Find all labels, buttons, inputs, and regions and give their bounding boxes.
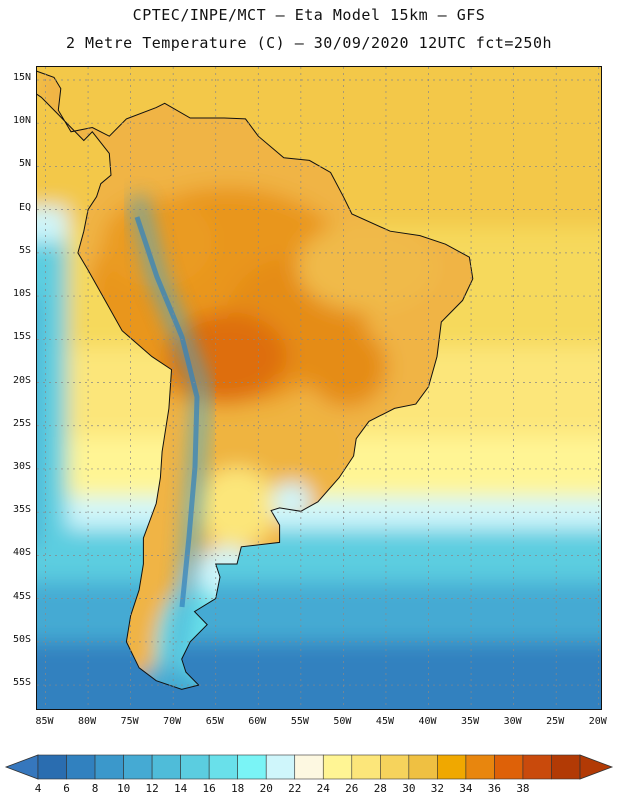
colorbar-under-arrow: [4, 754, 39, 780]
colorbar-tick-label: 18: [231, 782, 245, 795]
latitude-label: 5S: [18, 244, 31, 256]
colorbar-swatch: [151, 754, 181, 780]
latitude-label: 15N: [12, 71, 31, 83]
longitude-label: 85W: [35, 716, 54, 727]
longitude-label: 20W: [588, 716, 607, 727]
colorbar-tick-label: 16: [202, 782, 216, 795]
longitude-label: 60W: [248, 716, 267, 727]
colorbar-tick-label: 38: [516, 782, 530, 795]
colorbar-tick-label: 4: [34, 782, 42, 795]
south-america-coastline: [37, 70, 474, 690]
temperature-map: [37, 67, 601, 709]
pacific-cool-tongue: [37, 242, 67, 532]
colorbar-swatch: [351, 754, 381, 780]
latitude-label: 15S: [12, 331, 31, 343]
colorbar-tick-label: 20: [259, 782, 273, 795]
temperature-colorbar: [4, 754, 614, 780]
longitude-label: 40W: [418, 716, 437, 727]
latitude-label: 10S: [12, 288, 31, 300]
longitude-label: 35W: [461, 716, 480, 727]
colorbar-swatch: [180, 754, 210, 780]
ocean-band-polar: [37, 642, 601, 709]
colorbar-tick-label: 14: [174, 782, 188, 795]
map-panel: [36, 66, 602, 710]
colorbar-swatch: [465, 754, 495, 780]
map-title-line-1: CPTEC/INPE/MCT – Eta Model 15km – GFS: [132, 6, 486, 24]
colorbar-swatch: [494, 754, 524, 780]
latitude-label: 30S: [12, 460, 31, 472]
colorbar-tick-label: 36: [487, 782, 502, 795]
colorbar-tick-label: 26: [345, 782, 359, 795]
longitude-label: 50W: [333, 716, 352, 727]
colorbar-tick-label: 10: [116, 782, 131, 795]
map-title-line-2: 2 Metre Temperature (C) – 30/09/2020 12U…: [65, 34, 553, 52]
colorbar-swatch: [322, 754, 353, 780]
latitude-label: 5N: [18, 158, 31, 170]
colorbar-swatch: [208, 754, 238, 780]
longitude-label: 70W: [163, 716, 182, 727]
colorbar-swatch: [37, 754, 67, 780]
longitude-label: 80W: [78, 716, 97, 727]
colorbar-tick-label: 6: [63, 782, 70, 795]
longitude-label: 75W: [120, 716, 139, 727]
colorbar-tick-label: 8: [91, 782, 99, 795]
colorbar-tick-label: 30: [402, 782, 416, 795]
colorbar-swatch: [437, 754, 467, 780]
colorbar-swatch: [380, 754, 410, 780]
lat-lon-grid: [37, 67, 601, 709]
latitude-label: 40S: [12, 547, 31, 559]
colorbar-tick-label: 28: [373, 782, 387, 795]
latitude-label: 35S: [12, 504, 31, 516]
latitude-label: EQ: [18, 201, 31, 213]
colorbar-swatch: [522, 754, 552, 780]
longitude-label: 30W: [503, 716, 522, 727]
colorbar-over-arrow: [579, 754, 614, 780]
latitude-label: 25S: [12, 417, 31, 429]
andes-crest: [134, 216, 200, 608]
colorbar-swatch: [294, 754, 324, 780]
colorbar-swatch: [66, 754, 96, 780]
longitude-label: 55W: [290, 716, 309, 727]
colorbar-swatch: [551, 754, 581, 780]
colorbar-swatch: [123, 754, 153, 780]
colorbar-tick-label: 32: [430, 782, 444, 795]
latitude-label: 20S: [12, 374, 31, 386]
colorbar-tick-label: 34: [459, 782, 473, 795]
colorbar-tick-label: 12: [145, 782, 159, 795]
colorbar-tick-label: 24: [316, 782, 330, 795]
colorbar-swatch: [237, 754, 267, 780]
latitude-label: 55S: [12, 677, 31, 689]
pacific-mild-patch: [37, 207, 67, 247]
colorbar-swatch: [94, 754, 124, 780]
colorbar-swatch: [408, 754, 438, 780]
colorbar-tick-label: 22: [288, 782, 302, 795]
latitude-label: 45S: [12, 590, 31, 602]
latitude-label: 10N: [12, 115, 31, 127]
longitude-label: 25W: [546, 716, 565, 727]
colorbar-swatch: [265, 754, 296, 780]
ocean-band-cool: [37, 529, 601, 589]
latitude-label: 50S: [12, 633, 31, 645]
longitude-label: 45W: [375, 716, 394, 727]
longitude-label: 65W: [205, 716, 224, 727]
